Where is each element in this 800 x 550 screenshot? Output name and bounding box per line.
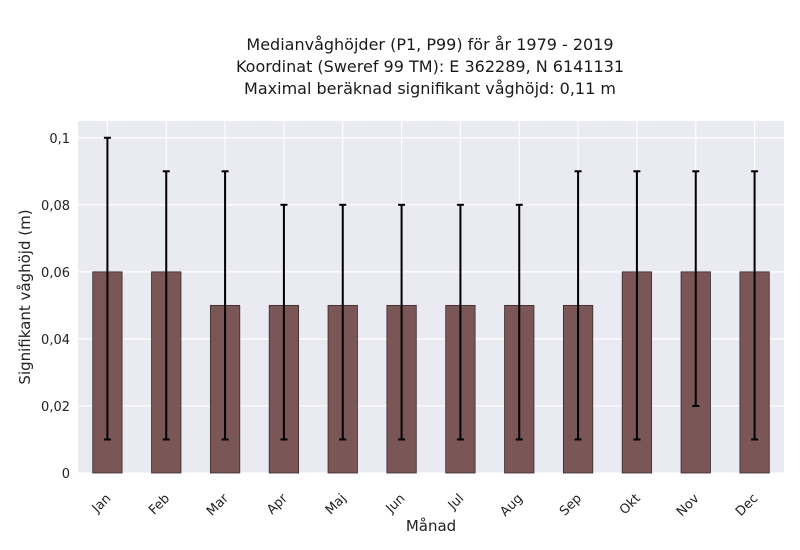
chart-title: Medianvåghöjder (P1, P99) för år 1979 - … — [130, 34, 730, 100]
x-tick-label: Maj — [323, 491, 350, 518]
error-bar-sep — [574, 170, 582, 441]
x-tick-label: Mar — [204, 491, 232, 519]
error-bar-dec — [751, 170, 759, 441]
x-tick-labels: Jan Feb Mar Apr Maj Jun Jul Aug Sep Okt Nov Dec — [89, 491, 762, 520]
error-bar-layer — [103, 136, 759, 441]
x-axis-label: Månad — [406, 517, 456, 535]
error-bar-jul — [456, 203, 464, 441]
x-tick-label: Jun — [383, 491, 409, 517]
title-line-2: Koordinat (Sweref 99 TM): E 362289, N 61… — [235, 57, 625, 76]
y-tick-labels: 0 0,02 0,04 0,06 0,08 0,1 — [41, 132, 70, 482]
x-tick-label: Jul — [445, 491, 467, 513]
x-tick-label: Sep — [557, 491, 585, 519]
plot-area — [78, 121, 784, 473]
x-tick-label: Okt — [617, 491, 644, 518]
y-tick-label: 0,02 — [41, 400, 70, 415]
error-bar-jun — [398, 203, 406, 441]
x-tick-label: Apr — [264, 491, 291, 518]
x-tick-label: Aug — [498, 491, 527, 520]
x-tick-label: Nov — [674, 491, 703, 520]
error-bar-okt — [633, 170, 641, 441]
error-bar-nov — [692, 170, 700, 407]
error-bar-aug — [515, 203, 523, 441]
y-tick-label: 0,06 — [41, 266, 70, 281]
title-line-3: Maximal beräknad signifikant våghöjd: 0,… — [244, 79, 616, 98]
error-bar-apr — [280, 203, 288, 441]
y-tick-label: 0,08 — [41, 199, 70, 214]
y-tick-label: 0 — [62, 467, 70, 482]
error-bar-feb — [162, 170, 170, 441]
y-tick-label: 0,04 — [41, 333, 70, 348]
error-bar-mar — [221, 170, 229, 441]
x-tick-label: Jan — [89, 491, 114, 516]
title-line-1: Medianvåghöjder (P1, P99) för år 1979 - … — [246, 35, 614, 54]
x-tick-label: Feb — [146, 491, 173, 518]
error-bar-jan — [103, 136, 111, 441]
error-bar-maj — [339, 203, 347, 441]
x-tick-label: Dec — [733, 491, 761, 519]
y-tick-label: 0,1 — [49, 132, 70, 147]
y-axis-label: Signifikant våghöjd (m) — [16, 209, 34, 384]
